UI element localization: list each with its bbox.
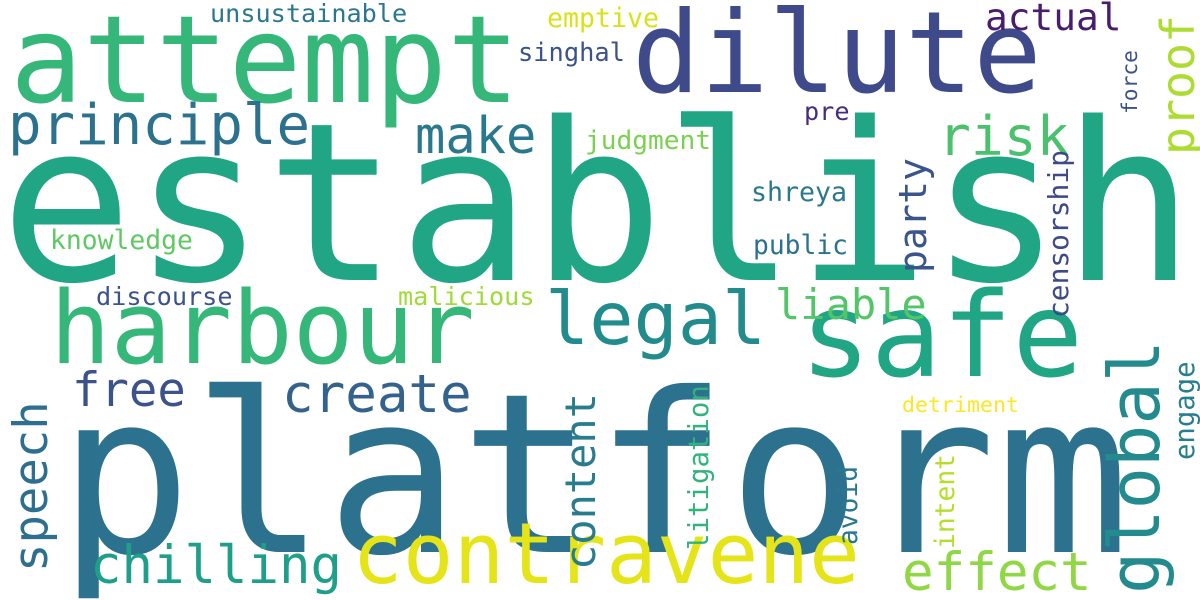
word-establish: establish: [0, 75, 1195, 333]
word-singhal: singhal: [518, 37, 625, 68]
word-create: create: [282, 363, 472, 425]
word-judgment: judgment: [585, 125, 711, 156]
word-principle: principle: [8, 93, 310, 159]
word-shreya: shreya: [751, 176, 847, 208]
word-force: force: [1118, 50, 1143, 114]
word-free: free: [72, 362, 186, 418]
word-dilute: dilute: [632, 0, 1042, 120]
word-harbour: harbour: [50, 268, 475, 387]
word-intent: intent: [931, 454, 961, 549]
word-knowledge: knowledge: [50, 225, 193, 256]
word-litigation: litigation: [684, 385, 715, 550]
word-liable: liable: [775, 280, 927, 329]
word-legal: legal: [545, 277, 767, 363]
word-chilling: chilling: [90, 534, 342, 596]
word-avoid: avoid: [834, 465, 864, 545]
word-safe: safe: [800, 267, 1084, 405]
word-make: make: [415, 105, 537, 165]
word-effect: effect: [902, 541, 1092, 600]
word-attempt: attempt: [10, 0, 521, 131]
word-censorship: censorship: [1042, 150, 1075, 318]
word-unsustainable: unsustainable: [210, 0, 408, 29]
word-contravene: contravene: [352, 504, 860, 600]
word-platform: platform: [58, 345, 1131, 600]
word-emptive: emptive: [547, 2, 659, 34]
word-party: party: [892, 158, 936, 273]
word-malicious: malicious: [398, 282, 535, 312]
word-pre: pre: [804, 97, 850, 127]
word-speech: speech: [4, 401, 59, 572]
word-detriment: detriment: [902, 393, 1019, 419]
word-risk: risk: [938, 103, 1070, 168]
word-discourse: discourse: [96, 282, 233, 312]
word-content: content: [556, 392, 605, 570]
word-public: public: [753, 230, 848, 261]
word-actual: actual: [985, 0, 1122, 40]
word-proof: proof: [1151, 15, 1200, 155]
word-global: global: [1094, 340, 1176, 594]
word-engage: engage: [1170, 361, 1200, 460]
